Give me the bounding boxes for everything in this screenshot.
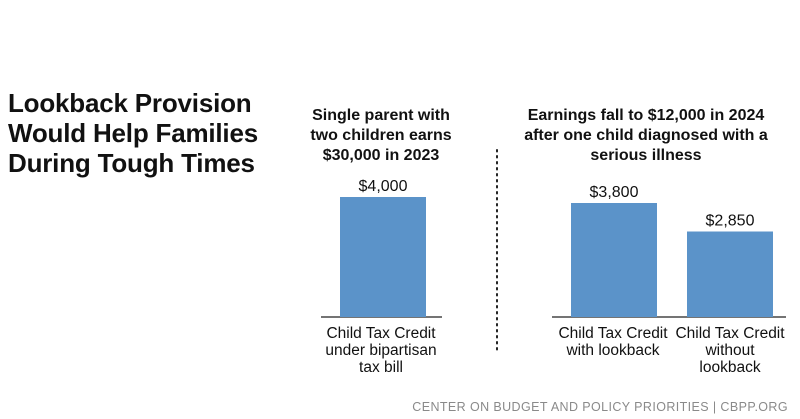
- title-line: Lookback Provision: [8, 88, 252, 118]
- panel-heading-line: $30,000 in 2023: [322, 147, 440, 164]
- category-label-line: under bipartisan: [325, 342, 437, 359]
- category-label: Child Tax Credit under bipartisan tax bi…: [318, 325, 444, 376]
- panel-heading-line: Single parent with: [312, 107, 450, 124]
- panel-heading-line: serious illness: [590, 147, 702, 164]
- bar: [340, 197, 426, 317]
- category-label: Child Tax Credit without lookback: [670, 325, 790, 376]
- bar: [687, 231, 773, 317]
- panel-heading-line: after one child diagnosed with a: [524, 127, 768, 144]
- category-label-line: Child Tax Credit: [326, 325, 436, 342]
- category-label-line: with lookback: [566, 342, 660, 359]
- footer-credit: CENTER ON BUDGET AND POLICY PRIORITIES |…: [412, 400, 788, 414]
- chart-title: Lookback Provision Would Help Families D…: [8, 88, 298, 178]
- panel-heading-2024: Earnings fall to $12,000 in 2024 after o…: [516, 106, 776, 166]
- category-label-line: Child Tax Credit: [675, 325, 785, 342]
- category-label-line: Child Tax Credit: [558, 325, 668, 342]
- panel-heading-line: Earnings fall to $12,000 in 2024: [527, 107, 765, 124]
- panel-heading-2023: Single parent with two children earns $3…: [306, 106, 456, 166]
- panel-heading-line: two children earns: [310, 127, 452, 144]
- category-label-line: without: [705, 342, 755, 359]
- category-label-line: tax bill: [359, 359, 403, 376]
- value-label: $2,850: [706, 213, 755, 230]
- category-label: Child Tax Credit with lookback: [553, 325, 673, 359]
- title-line: Would Help Families: [8, 118, 258, 148]
- title-line: During Tough Times: [8, 148, 255, 178]
- category-label-line: lookback: [699, 359, 761, 376]
- bar: [571, 203, 657, 317]
- value-label: $3,800: [590, 184, 639, 201]
- value-label: $4,000: [359, 178, 408, 195]
